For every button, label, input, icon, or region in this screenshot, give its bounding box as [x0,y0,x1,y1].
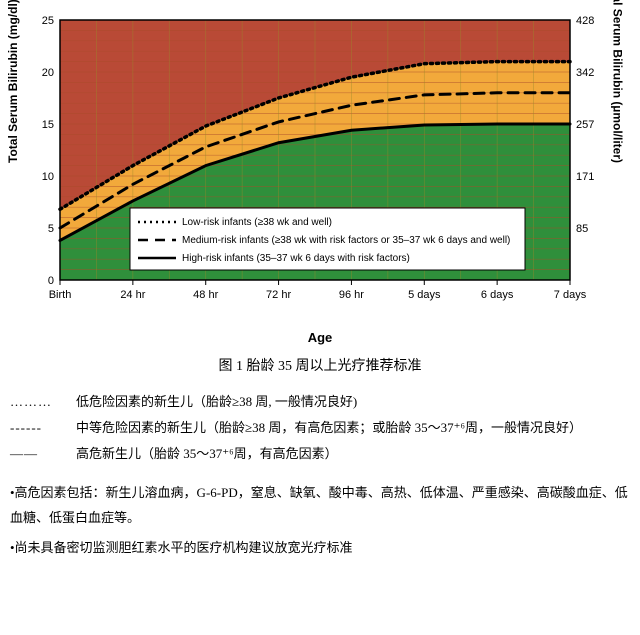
svg-text:171: 171 [576,171,594,183]
svg-text:20: 20 [42,67,54,79]
legend-text: 中等危险因素的新生儿（胎龄≥38 周，有高危因素；或胎龄 35～37⁺⁶周，一般… [76,415,582,441]
legend-symbol: ------ [10,415,70,441]
bilirubin-chart: Total Serum Bilirubin (mg/dl) Total Seru… [10,10,620,330]
svg-text:342: 342 [576,67,594,79]
svg-text:Birth: Birth [49,289,72,301]
legend-row: ------中等危险因素的新生儿（胎龄≥38 周，有高危因素；或胎龄 35～37… [10,415,630,441]
external-legend: ………低危险因素的新生儿（胎龄≥38 周, 一般情况良好)------中等危险因… [10,389,630,467]
legend-symbol: —— [10,441,70,467]
legend-text: 低危险因素的新生儿（胎龄≥38 周, 一般情况良好) [76,389,357,415]
svg-text:72 hr: 72 hr [266,289,291,301]
svg-text:High-risk infants (35–37 wk 6: High-risk infants (35–37 wk 6 days with … [182,253,410,264]
svg-text:10: 10 [42,171,54,183]
legend-row: ………低危险因素的新生儿（胎龄≥38 周, 一般情况良好) [10,389,630,415]
svg-text:Low-risk infants (≥38 wk and w: Low-risk infants (≥38 wk and well) [182,217,332,228]
note-line: •尚未具备密切监测胆红素水平的医疗机构建议放宽光疗标准 [10,536,630,561]
svg-text:257: 257 [576,119,594,131]
legend-symbol: ……… [10,389,70,415]
svg-text:Medium-risk infants (≥38 wk wi: Medium-risk infants (≥38 wk with risk fa… [182,235,510,246]
svg-text:6 days: 6 days [481,289,514,301]
legend-text: 高危新生儿（胎龄 35～37⁺⁶周，有高危因素） [76,441,338,467]
svg-text:96 hr: 96 hr [339,289,364,301]
svg-text:85: 85 [576,223,588,235]
notes-section: •高危因素包括：新生儿溶血病，G-6-PD，窒息、缺氧、酸中毒、高热、低体温、严… [10,481,630,561]
legend-row: ——高危新生儿（胎龄 35～37⁺⁶周，有高危因素） [10,441,630,467]
svg-text:25: 25 [42,15,54,27]
chart-svg: 0 5 10 15 20 25 85 171 257 342 428 Birth 24 hr 48 hr 7… [10,10,620,330]
note-line: •高危因素包括：新生儿溶血病，G-6-PD，窒息、缺氧、酸中毒、高热、低体温、严… [10,481,630,530]
svg-text:7 days: 7 days [554,289,587,301]
y-axis-left-label: Total Serum Bilirubin (mg/dl) [6,0,20,163]
svg-text:5: 5 [48,223,54,235]
y-axis-right-label: Total Serum Bilirubin (µmol/liter) [610,0,624,163]
figure-caption: 图 1 胎龄 35 周以上光疗推荐标准 [10,355,630,375]
svg-text:428: 428 [576,15,594,27]
svg-text:24 hr: 24 hr [120,289,145,301]
svg-text:5 days: 5 days [408,289,441,301]
svg-text:15: 15 [42,119,54,131]
svg-text:0: 0 [48,275,54,287]
x-axis-label: Age [10,330,630,345]
svg-text:48 hr: 48 hr [193,289,218,301]
